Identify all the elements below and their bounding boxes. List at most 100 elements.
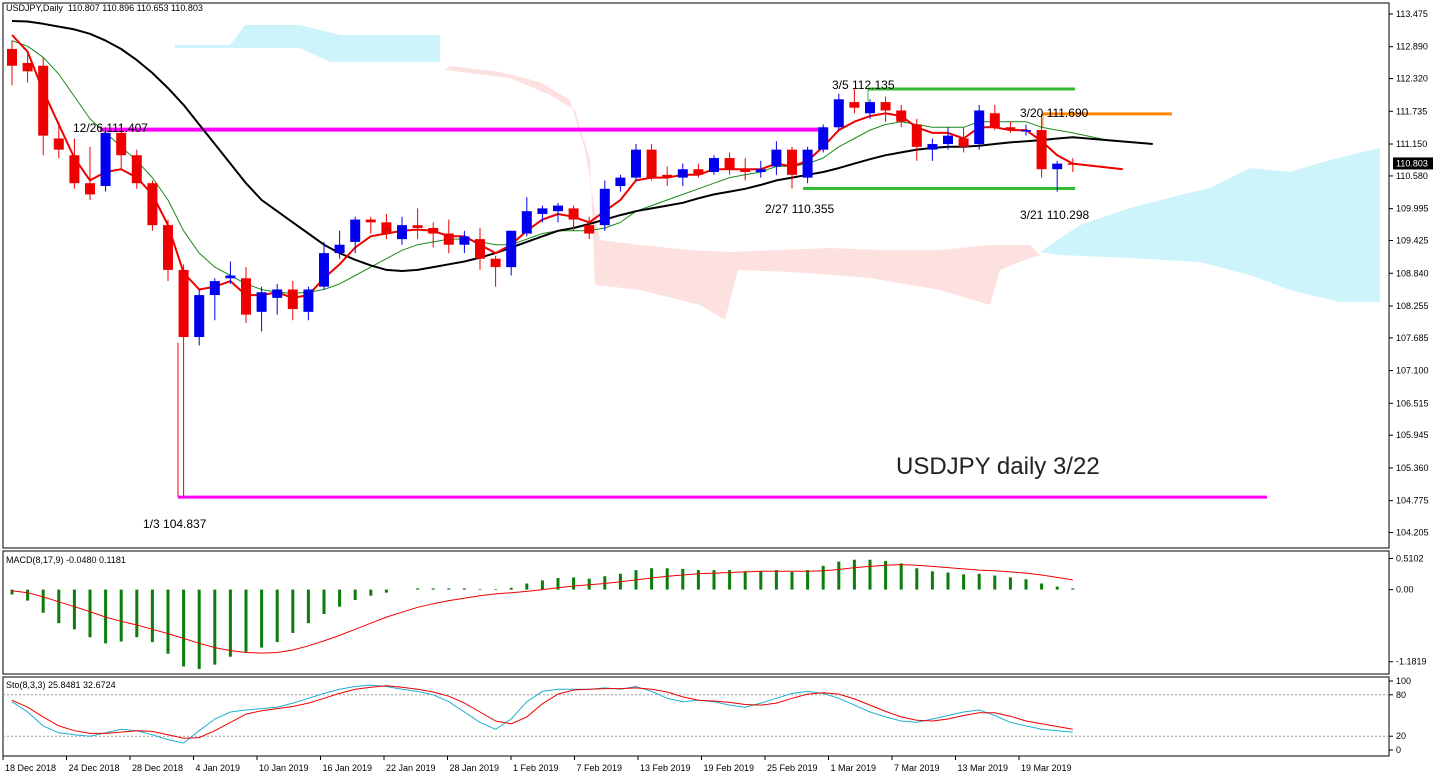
- date-tick-label: 19 Feb 2019: [704, 763, 755, 773]
- candle-body: [631, 149, 641, 178]
- candle-body: [724, 158, 735, 170]
- price-tick-label: 107.100: [1396, 366, 1429, 376]
- macd-tick-label: 0.5102: [1396, 553, 1424, 563]
- candle-body: [303, 289, 314, 312]
- candle-body: [599, 188, 610, 226]
- macd-signal-line: [11, 564, 1073, 654]
- macd-tick-label: 0.00: [1396, 585, 1414, 595]
- candle-body: [693, 169, 704, 175]
- stoch-k-line: [11, 684, 1073, 744]
- macd-tick-label: -1.1819: [1396, 657, 1427, 667]
- price-tick-label: 111.735: [1396, 106, 1427, 116]
- candle-body: [428, 227, 439, 234]
- candle-body: [662, 174, 673, 178]
- macd-label: MACD(8,17,9) -0.0480 0.1181: [6, 555, 126, 565]
- candle-body: [69, 155, 80, 184]
- date-tick-label: 13 Mar 2019: [958, 763, 1009, 773]
- candle-body: [287, 289, 298, 310]
- candle-body: [319, 253, 329, 287]
- candle-body: [1005, 127, 1016, 131]
- candle-body: [537, 208, 548, 214]
- stoch-tick-label: 0: [1396, 745, 1401, 755]
- candle-body: [147, 183, 158, 226]
- candle-body: [943, 135, 953, 145]
- price-tick-label: 112.320: [1396, 74, 1428, 84]
- ichimoku-cloud-upper: [175, 25, 440, 62]
- ohlc-readout: 110.807 110.896 110.653 110.803: [67, 3, 203, 13]
- price-tick-label: 108.255: [1396, 301, 1429, 311]
- price-tick-label: 107.685: [1396, 333, 1429, 343]
- candle-body: [334, 244, 345, 254]
- candle-body: [787, 149, 797, 175]
- candle-body: [818, 127, 829, 150]
- price-tick-label: 111.150: [1396, 139, 1427, 149]
- ichimoku-cloud-lower: [1040, 148, 1380, 302]
- ema-green-line: [11, 40, 1113, 294]
- symbol-label: USDJPY,Daily: [6, 3, 63, 13]
- candle-body: [53, 138, 64, 150]
- candle-body: [646, 149, 657, 178]
- candle-body: [475, 239, 485, 259]
- candle-body: [927, 144, 938, 150]
- candle-body: [194, 295, 205, 338]
- candle-body: [38, 65, 49, 136]
- date-tick-label: 28 Jan 2019: [450, 763, 500, 773]
- candle-body: [1052, 163, 1063, 170]
- candle-body: [241, 278, 251, 315]
- candle-body: [350, 219, 361, 242]
- annotation-0227: 2/27 110.355: [765, 202, 835, 216]
- stoch-d-line: [11, 685, 1073, 739]
- candle-body: [802, 149, 813, 178]
- date-tick-label: 19 Mar 2019: [1021, 763, 1072, 773]
- date-tick-label: 16 Jan 2019: [323, 763, 373, 773]
- candle-body: [100, 132, 111, 186]
- date-tick-label: 25 Feb 2019: [767, 763, 818, 773]
- candle-body: [256, 292, 267, 312]
- candle-body: [506, 230, 517, 268]
- macd-panel: [2, 550, 1390, 675]
- candle-body: [911, 124, 922, 147]
- candle-body: [85, 183, 95, 195]
- candle-body: [521, 211, 532, 234]
- price-tick-label: 109.995: [1396, 204, 1429, 214]
- sma-black-line: [11, 20, 1153, 272]
- candle-body: [459, 236, 470, 245]
- candle-body: [397, 225, 407, 240]
- candle-body: [740, 169, 751, 173]
- candle-body: [178, 269, 189, 338]
- price-tick-label: 104.205: [1396, 528, 1429, 538]
- candle-body: [225, 275, 236, 279]
- annotation-0320: 3/20 111.690: [1020, 106, 1089, 120]
- candle-body: [755, 169, 766, 173]
- candle-body: [1067, 163, 1078, 165]
- date-tick-label: 7 Mar 2019: [894, 763, 940, 773]
- candle-body: [584, 225, 595, 234]
- current-price-label: 110.803: [1396, 158, 1428, 168]
- candle-body: [490, 258, 501, 268]
- candle-body: [989, 113, 1000, 128]
- stoch-tick-label: 100: [1396, 676, 1411, 686]
- price-tick-label: 108.840: [1396, 268, 1429, 278]
- candle-body: [1036, 130, 1047, 170]
- candle-body: [568, 208, 579, 220]
- price-tick-label: 105.945: [1396, 430, 1429, 440]
- candle-body: [131, 155, 142, 184]
- candle-body: [412, 225, 423, 228]
- ichimoku-cloud-pink: [445, 66, 1040, 320]
- price-tick-label: 112.890: [1396, 42, 1428, 52]
- candle-body: [209, 281, 220, 296]
- candle-body: [381, 222, 392, 234]
- price-tick-label: 109.425: [1396, 236, 1429, 246]
- candle-body: [163, 225, 173, 270]
- candle-body: [443, 233, 454, 245]
- price-tick-label: 113.475: [1396, 9, 1428, 19]
- date-tick-label: 1 Mar 2019: [831, 763, 877, 773]
- price-tick-label: 106.515: [1396, 398, 1429, 408]
- candle-body: [116, 132, 127, 156]
- date-tick-label: 22 Jan 2019: [386, 763, 436, 773]
- candle-body: [833, 99, 844, 128]
- date-tick-label: 28 Dec 2018: [132, 763, 183, 773]
- annotation-0103: 1/3 104.837: [143, 517, 207, 531]
